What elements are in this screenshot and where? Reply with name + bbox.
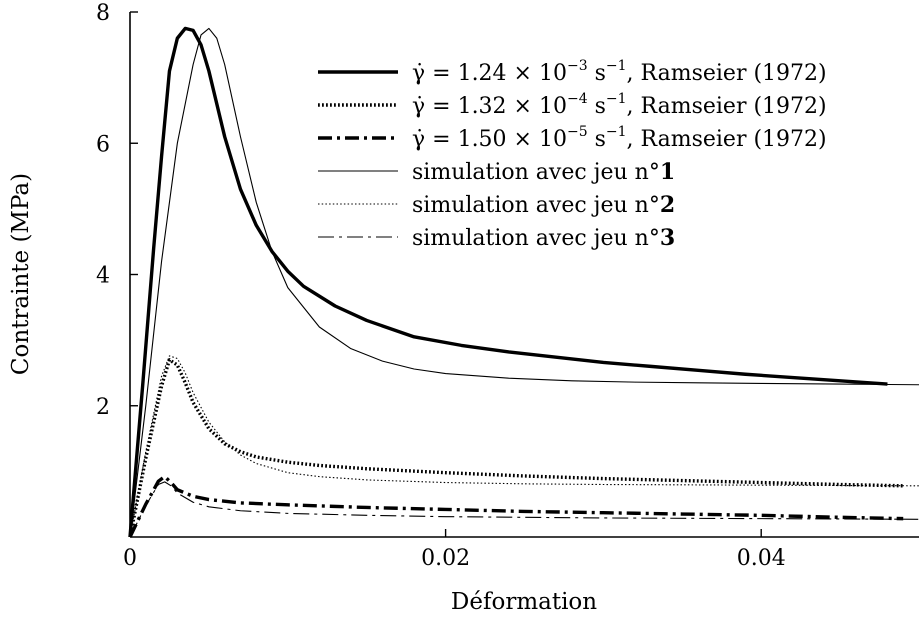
ticks-layer: 0 0.02 0.04 2 4 6 8 bbox=[96, 1, 786, 571]
legend-label-5: simulation avec jeu n°2 bbox=[412, 192, 675, 218]
y-tick-label: 4 bbox=[96, 264, 110, 289]
legend-label-3: γ̇ = 1.50 × 10−5 s−1, Ramseier (1972) bbox=[412, 124, 827, 152]
series-line-2 bbox=[130, 360, 903, 537]
x-tick-label: 0.04 bbox=[737, 546, 786, 571]
legend-label-4: simulation avec jeu n°1 bbox=[412, 159, 675, 185]
x-axis-title: Déformation bbox=[451, 589, 597, 615]
x-tick-label: 0 bbox=[123, 546, 137, 571]
y-tick-label: 6 bbox=[96, 132, 110, 157]
y-tick-label: 2 bbox=[96, 395, 110, 420]
y-tick-label: 8 bbox=[96, 1, 110, 26]
axes-layer bbox=[130, 12, 919, 537]
legend-label-1: γ̇ = 1.24 × 10−3 s−1, Ramseier (1972) bbox=[412, 58, 827, 86]
legend-label-6: simulation avec jeu n°3 bbox=[412, 225, 675, 251]
y-axis-title: Contrainte (MPa) bbox=[8, 173, 34, 375]
x-tick-label: 0.02 bbox=[421, 546, 470, 571]
legend-label-2: γ̇ = 1.32 × 10−4 s−1, Ramseier (1972) bbox=[412, 91, 827, 119]
legend: γ̇ = 1.24 × 10−3 s−1, Ramseier (1972) γ̇ … bbox=[318, 58, 827, 251]
series-line-6 bbox=[130, 482, 919, 537]
series-line-3 bbox=[130, 477, 903, 537]
